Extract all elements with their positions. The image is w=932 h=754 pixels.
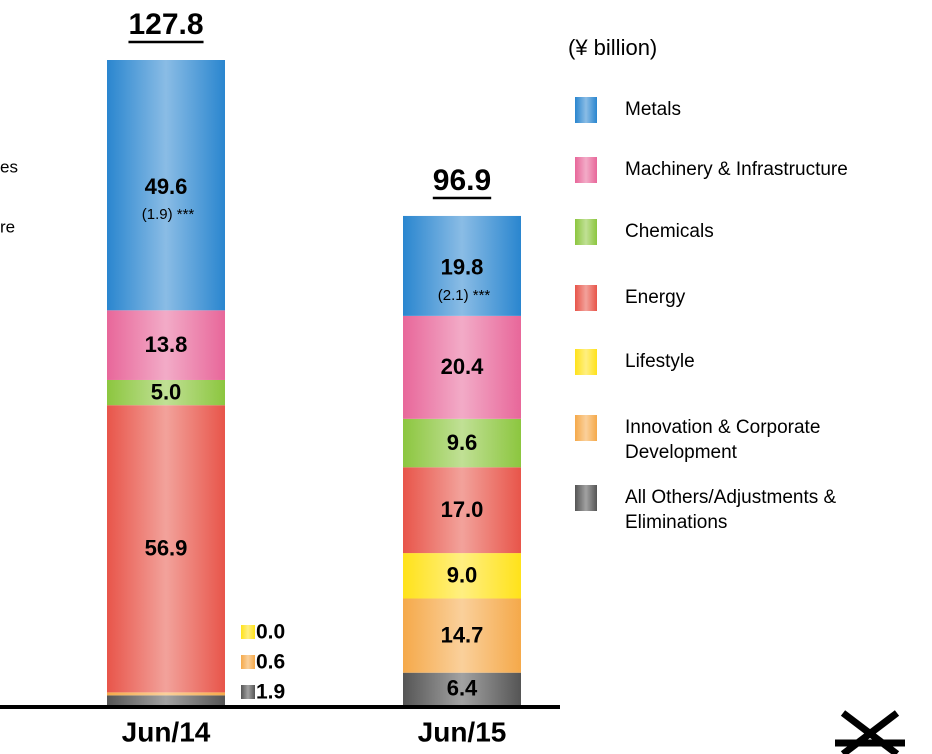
label-swatch bbox=[241, 685, 255, 699]
bar-segment bbox=[107, 379, 225, 406]
bar-segment bbox=[403, 467, 521, 554]
segment-label: 19.8 bbox=[441, 255, 484, 280]
bar-segment bbox=[107, 692, 225, 696]
x-tick-label: Jun/15 bbox=[418, 716, 507, 747]
legend-swatch bbox=[575, 415, 597, 441]
segment-label: 56.9 bbox=[145, 536, 188, 561]
cropped-text: re bbox=[0, 217, 15, 236]
bar-segment bbox=[403, 553, 521, 599]
bar-segment bbox=[107, 695, 225, 705]
legend-label: Energy bbox=[625, 287, 686, 308]
legend-swatch bbox=[575, 97, 597, 123]
segment-label: 9.6 bbox=[447, 430, 478, 455]
legend: (¥ billion) Metals Machinery & Infrastruc… bbox=[568, 0, 932, 754]
total-label: 127.8 bbox=[128, 8, 203, 41]
segment-label: 20.4 bbox=[441, 354, 485, 379]
segment-label: 13.8 bbox=[145, 332, 188, 357]
bar-segment bbox=[107, 60, 225, 311]
bar-segment bbox=[403, 215, 521, 316]
segment-label: 6.4 bbox=[447, 676, 478, 701]
logo bbox=[835, 710, 905, 754]
segment-label: 9.0 bbox=[447, 563, 478, 588]
legend-label: Innovation & Corporate Development bbox=[625, 417, 821, 463]
legend-swatch bbox=[575, 349, 597, 375]
segment-label: 0.6 bbox=[256, 651, 285, 674]
legend-swatch bbox=[575, 285, 597, 311]
segment-label: 14.7 bbox=[441, 622, 484, 647]
bar-segment bbox=[403, 418, 521, 468]
legend-label: Lifestyle bbox=[625, 351, 695, 372]
bar-segment bbox=[403, 315, 521, 419]
total-label: 96.9 bbox=[433, 164, 491, 197]
legend-swatch bbox=[575, 157, 597, 183]
label-swatch bbox=[241, 625, 255, 639]
segment-note: (2.1) *** bbox=[438, 287, 491, 304]
legend-swatch bbox=[575, 485, 597, 511]
segment-label: 1.9 bbox=[256, 681, 285, 704]
segment-note: (1.9) *** bbox=[142, 206, 195, 223]
bar-segment bbox=[107, 405, 225, 693]
label-swatch bbox=[241, 655, 255, 669]
segment-label: 49.6 bbox=[145, 174, 188, 199]
cropped-text: es bbox=[0, 157, 18, 176]
legend-label: Metals bbox=[625, 99, 681, 120]
bar-segment bbox=[107, 310, 225, 380]
unit-label: (¥ billion) bbox=[568, 35, 658, 60]
bar-segment bbox=[403, 672, 521, 705]
segment-label: 17.0 bbox=[441, 497, 484, 522]
segment-label: 5.0 bbox=[151, 379, 182, 404]
bar-segment bbox=[403, 598, 521, 673]
legend-swatch bbox=[575, 219, 597, 245]
legend-label: All Others/Adjustments & Eliminations bbox=[625, 487, 837, 533]
x-tick-label: Jun/14 bbox=[122, 716, 211, 747]
legend-label: Chemicals bbox=[625, 221, 714, 242]
segment-label: 0.0 bbox=[256, 621, 285, 644]
legend-label: Machinery & Infrastructure bbox=[625, 159, 848, 180]
